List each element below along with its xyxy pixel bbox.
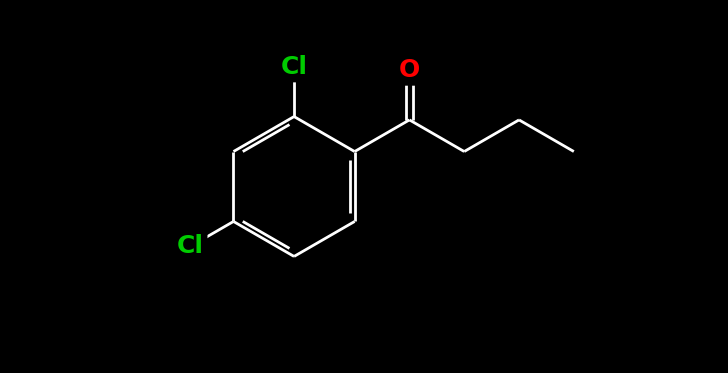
Text: Cl: Cl [177, 235, 204, 258]
Text: Cl: Cl [280, 54, 307, 79]
Text: O: O [399, 58, 420, 82]
